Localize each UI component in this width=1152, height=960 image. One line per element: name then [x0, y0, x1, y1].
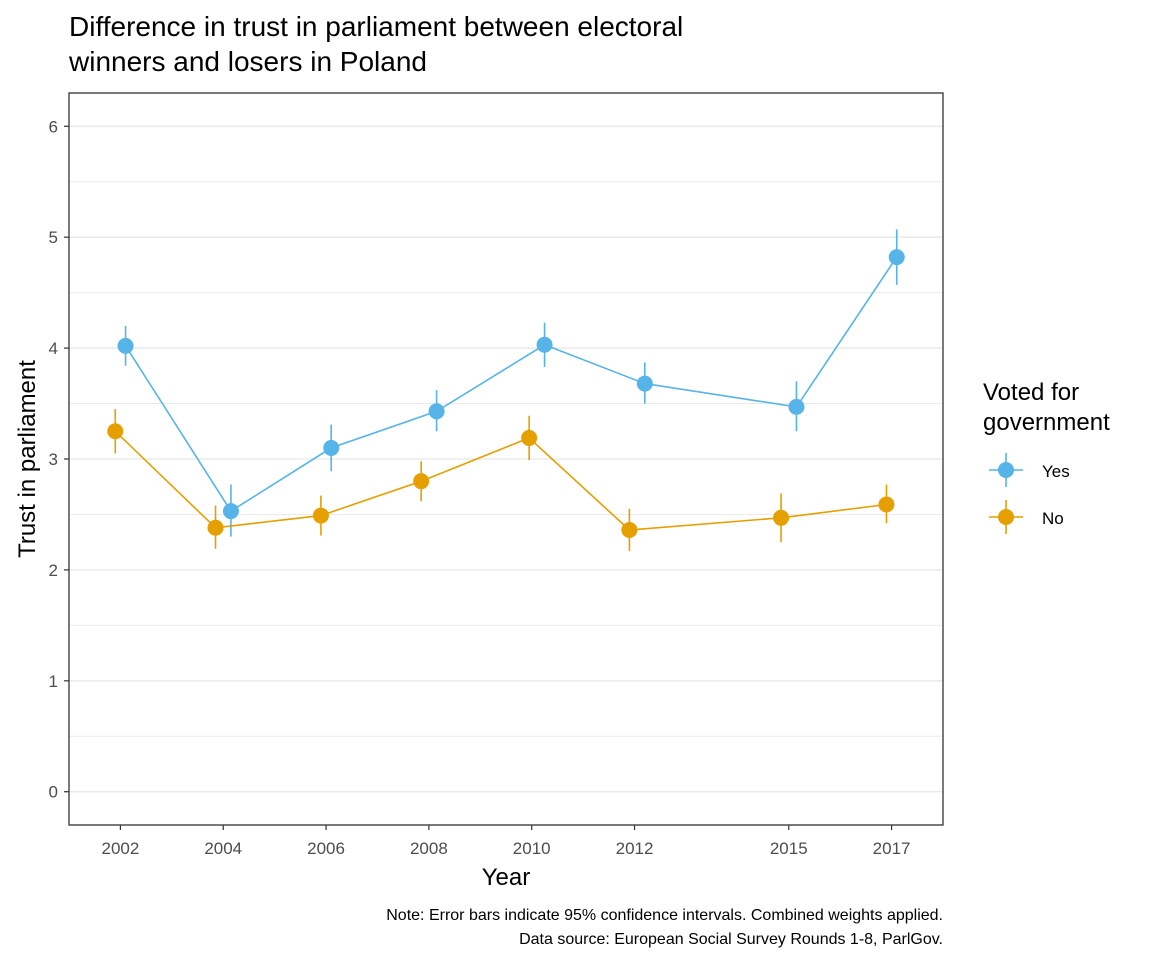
x-tick-label: 2006 — [307, 839, 345, 858]
x-tick-label: 2002 — [101, 839, 139, 858]
series-no — [107, 409, 895, 552]
x-tick-label: 2008 — [410, 839, 448, 858]
data-point-yes — [117, 337, 134, 354]
data-point-yes — [323, 439, 340, 456]
data-point-no — [207, 519, 224, 536]
y-tick-label: 1 — [49, 672, 58, 691]
plot-series — [107, 229, 905, 552]
chart-title-line-1: Difference in trust in parliament betwee… — [69, 11, 683, 42]
data-point-no — [773, 509, 790, 526]
data-point-no — [878, 496, 895, 513]
legend-key-point — [998, 509, 1014, 525]
data-point-no — [413, 473, 430, 490]
x-tick-label: 2015 — [770, 839, 808, 858]
x-tick-label: 2004 — [204, 839, 242, 858]
legend-label-yes: Yes — [1042, 462, 1070, 481]
x-tick-label: 2017 — [873, 839, 911, 858]
x-tick-label: 2012 — [616, 839, 654, 858]
data-point-yes — [888, 249, 905, 266]
data-point-yes — [636, 375, 653, 392]
legend: Voted for government Yes No — [983, 379, 1110, 534]
legend-item-yes: Yes — [989, 453, 1070, 487]
grid-lines — [69, 125, 943, 793]
data-point-yes — [788, 398, 805, 415]
data-point-no — [107, 423, 124, 440]
series-yes — [117, 229, 905, 537]
chart-title: Difference in trust in parliament betwee… — [68, 11, 683, 77]
y-axis-title: Trust in parliament — [14, 360, 41, 558]
y-tick-label: 0 — [49, 783, 58, 802]
legend-title-line-2: government — [983, 409, 1110, 436]
y-tick-label: 4 — [49, 339, 58, 358]
x-axis-title: Year — [482, 864, 531, 891]
caption-line-2: Data source: European Social Survey Roun… — [519, 931, 943, 948]
legend-label-no: No — [1042, 509, 1064, 528]
data-point-no — [312, 507, 329, 524]
legend-key-point — [998, 462, 1014, 478]
x-tick-label: 2010 — [513, 839, 551, 858]
data-point-yes — [536, 336, 553, 353]
caption: Note: Error bars indicate 95% confidence… — [386, 907, 943, 948]
data-point-yes — [222, 503, 239, 520]
axes: 0 1 2 3 4 5 6 2002 2004 2006 2008 2010 2012 2015 2017 — [49, 117, 911, 858]
y-tick-label: 3 — [49, 450, 58, 469]
y-tick-label: 6 — [49, 117, 58, 136]
data-point-no — [521, 429, 538, 446]
y-tick-label: 5 — [49, 228, 58, 247]
legend-title-line-1: Voted for — [983, 379, 1079, 406]
data-point-yes — [428, 403, 445, 420]
data-point-no — [621, 521, 638, 538]
y-tick-label: 2 — [49, 561, 58, 580]
legend-item-no: No — [989, 500, 1064, 534]
chart-title-line-2: winners and losers in Poland — [68, 46, 427, 77]
series-line-yes — [124, 256, 898, 513]
series-line-no — [114, 430, 887, 531]
caption-line-1: Note: Error bars indicate 95% confidence… — [386, 907, 943, 924]
